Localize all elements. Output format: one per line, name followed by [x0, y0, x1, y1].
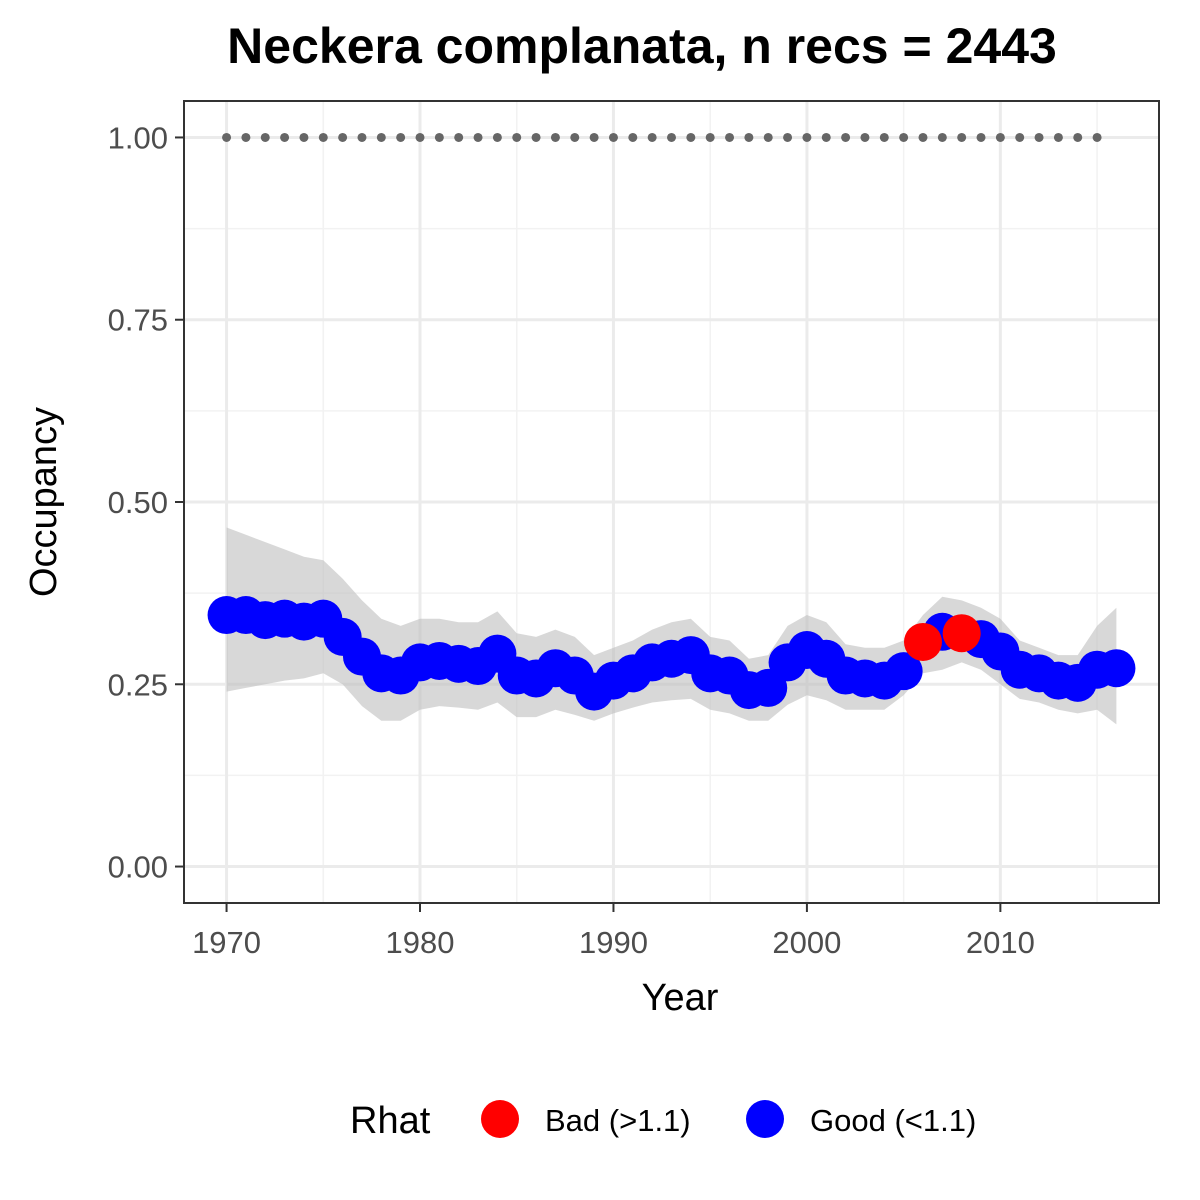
reference-point: [299, 132, 309, 142]
reference-point: [1015, 132, 1025, 142]
y-tick-label: 1.00: [108, 120, 168, 155]
reference-point: [454, 132, 464, 142]
reference-point: [628, 132, 638, 142]
reference-point: [512, 132, 522, 142]
reference-point: [995, 132, 1005, 142]
data-point-bad: [903, 622, 942, 661]
reference-point: [338, 132, 348, 142]
y-tick-label: 0.00: [108, 850, 168, 885]
reference-point: [531, 132, 541, 142]
reference-point: [1073, 132, 1083, 142]
reference-point: [763, 132, 773, 142]
reference-point: [647, 132, 657, 142]
reference-point: [550, 132, 560, 142]
reference-point: [608, 132, 618, 142]
x-tick-label: 2000: [772, 925, 841, 960]
reference-point: [415, 132, 425, 142]
x-tick-label: 1970: [192, 925, 261, 960]
reference-point: [725, 132, 735, 142]
y-axis-title: Occupancy: [23, 407, 65, 597]
reference-point: [222, 132, 232, 142]
reference-point: [957, 132, 967, 142]
reference-point: [860, 132, 870, 142]
data-point-good: [884, 652, 923, 691]
x-tick-label: 1990: [579, 925, 648, 960]
x-tick-label: 2010: [966, 925, 1035, 960]
reference-point: [899, 132, 909, 142]
reference-point: [396, 132, 406, 142]
x-axis: 1970 1980 1990 2000 2010: [192, 903, 1035, 960]
reference-point: [1034, 132, 1044, 142]
reference-point: [376, 132, 386, 142]
x-tick-label: 1980: [386, 925, 455, 960]
occupancy-points-layer: [207, 596, 1136, 711]
reference-point: [667, 132, 676, 142]
data-point-good: [1097, 649, 1136, 688]
reference-point: [473, 132, 483, 142]
legend-key-good: [746, 1100, 784, 1138]
reference-point: [492, 132, 502, 142]
data-point-bad: [942, 614, 981, 653]
reference-point: [570, 132, 580, 142]
legend-key-bad: [481, 1100, 519, 1138]
reference-point: [1053, 132, 1063, 142]
reference-point: [879, 132, 889, 142]
reference-point: [686, 132, 696, 142]
legend-label-good: Good (<1.1): [810, 1103, 976, 1138]
legend-label-bad: Bad (>1.1): [545, 1103, 691, 1138]
reference-point: [357, 132, 367, 142]
reference-point: [241, 132, 251, 142]
legend: Rhat Bad (>1.1) Good (<1.1): [350, 1100, 976, 1142]
reference-point: [976, 132, 986, 142]
reference-point: [260, 132, 270, 142]
y-tick-label: 0.50: [108, 485, 168, 520]
reference-point: [841, 132, 851, 142]
reference-point: [589, 132, 599, 142]
y-axis: 0.00 0.25 0.50 0.75 1.00: [108, 120, 184, 885]
reference-point: [937, 132, 947, 142]
chart-title: Neckera complanata, n recs = 2443: [227, 18, 1057, 74]
reference-point: [705, 132, 715, 142]
legend-title: Rhat: [350, 1100, 431, 1142]
reference-point: [783, 132, 793, 142]
reference-points-layer: [222, 132, 1102, 142]
x-axis-title: Year: [642, 977, 719, 1019]
y-tick-label: 0.75: [108, 303, 168, 338]
y-tick-label: 0.25: [108, 667, 168, 702]
reference-point: [821, 132, 831, 142]
reference-point: [918, 132, 928, 142]
reference-point: [1092, 132, 1102, 142]
plot-panel: [183, 100, 1160, 904]
reference-point: [744, 132, 754, 142]
reference-point: [434, 132, 444, 142]
reference-point: [802, 132, 812, 142]
reference-point: [280, 132, 290, 142]
reference-point: [318, 132, 328, 142]
